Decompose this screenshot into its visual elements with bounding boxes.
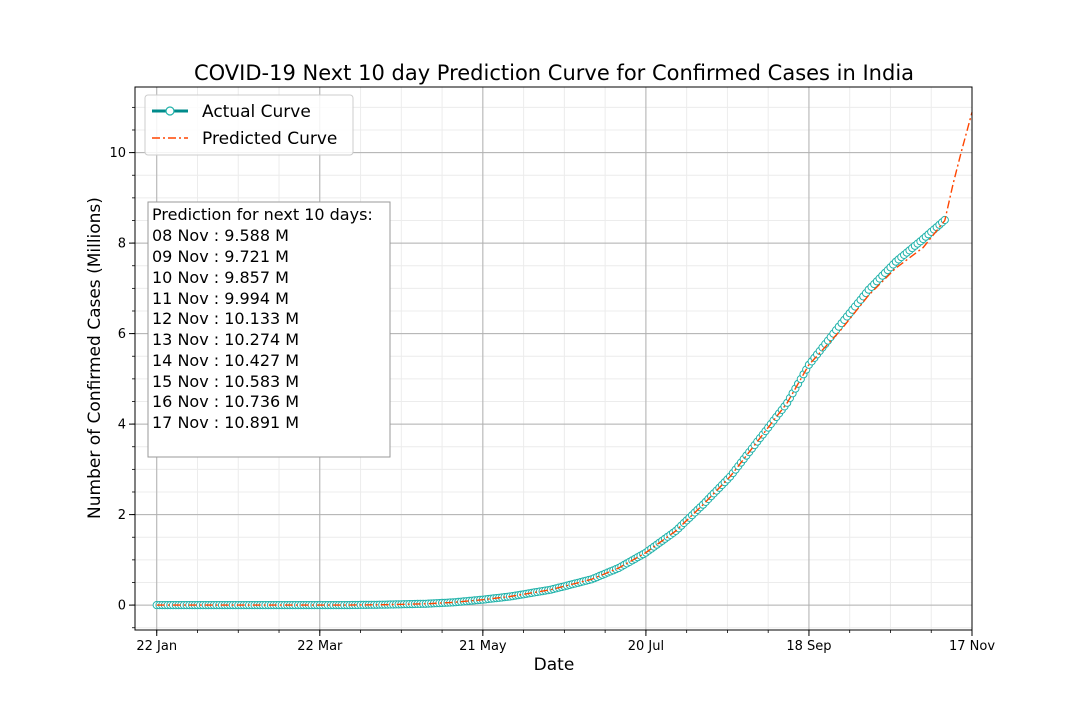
predicted-curve-line bbox=[156, 112, 973, 606]
x-tick-label: 20 Jul bbox=[628, 639, 664, 654]
y-tick-label: 6 bbox=[118, 327, 126, 342]
y-tick-label: 10 bbox=[109, 146, 126, 161]
legend-predicted-label: Predicted Curve bbox=[202, 129, 337, 149]
prediction-box: Prediction for next 10 days: 08 Nov : 9.… bbox=[147, 201, 391, 458]
prediction-heading: Prediction for next 10 days: bbox=[152, 205, 373, 224]
legend-box bbox=[144, 94, 354, 156]
y-axis-label: Number of Confirmed Cases (Millions) bbox=[85, 197, 105, 519]
x-tick-label: 18 Sep bbox=[786, 639, 831, 654]
prediction-line: 11 Nov : 9.994 M bbox=[152, 289, 289, 308]
prediction-box-frame bbox=[147, 201, 391, 458]
plot-frame bbox=[134, 86, 973, 631]
legend-actual-label: Actual Curve bbox=[202, 102, 311, 122]
x-tick-label: 22 Jan bbox=[136, 639, 177, 654]
legend-actual-marker bbox=[165, 106, 175, 116]
y-tick-label: 2 bbox=[118, 508, 126, 523]
y-tick-label: 0 bbox=[118, 599, 126, 614]
x-tick-label: 21 May bbox=[459, 639, 507, 654]
y-tick-label: 8 bbox=[118, 237, 126, 252]
x-axis-label: Date bbox=[534, 655, 575, 675]
chart-title: COVID-19 Next 10 day Prediction Curve fo… bbox=[194, 61, 914, 85]
prediction-line: 09 Nov : 9.721 M bbox=[152, 247, 289, 266]
y-tick-label: 4 bbox=[118, 418, 126, 433]
prediction-line: 10 Nov : 9.857 M bbox=[152, 268, 289, 287]
series-layer bbox=[152, 112, 973, 610]
y-axis: 0 2 4 6 8 10 bbox=[109, 106, 135, 629]
prediction-line: 08 Nov : 9.588 M bbox=[152, 226, 289, 245]
prediction-line: 15 Nov : 10.583 M bbox=[152, 372, 299, 391]
prediction-line: 12 Nov : 10.133 M bbox=[152, 309, 299, 328]
x-tick-label: 17 Nov bbox=[949, 639, 995, 654]
prediction-line: 16 Nov : 10.736 M bbox=[152, 392, 299, 411]
prediction-line: 13 Nov : 10.274 M bbox=[152, 330, 299, 349]
x-axis: 22 Jan 22 Mar 21 May 20 Jul 18 Sep 17 Nov bbox=[136, 630, 995, 654]
prediction-line: 17 Nov : 10.891 M bbox=[152, 413, 299, 432]
x-tick-label: 22 Mar bbox=[297, 639, 343, 654]
prediction-line: 14 Nov : 10.427 M bbox=[152, 351, 299, 370]
legend: Actual Curve Predicted Curve bbox=[144, 94, 354, 156]
